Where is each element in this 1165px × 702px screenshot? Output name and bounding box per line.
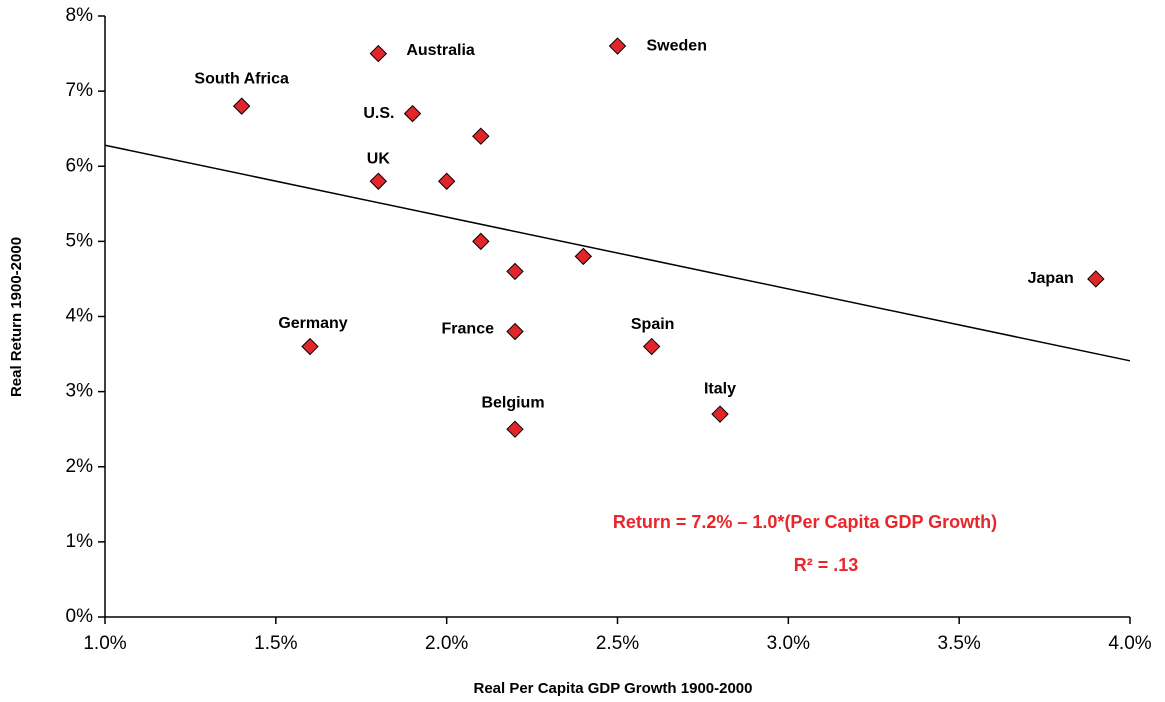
point-label: South Africa (194, 70, 289, 87)
y-tick-label: 2% (66, 456, 94, 477)
annotation: Return = 7.2% – 1.0*(Per Capita GDP Grow… (613, 512, 997, 532)
point (301, 337, 319, 356)
point (369, 172, 388, 190)
x-tick-label: 1.0% (83, 633, 126, 654)
point-label: Germany (278, 315, 347, 332)
point (574, 247, 593, 266)
y-tick-label: 7% (66, 80, 94, 101)
point (642, 337, 661, 356)
point (403, 104, 422, 123)
point-label: Italy (704, 380, 736, 397)
y-tick-label: 1% (66, 531, 94, 552)
point-label: Spain (631, 316, 675, 333)
point-label: Australia (406, 42, 475, 59)
point (711, 405, 729, 423)
point (1087, 270, 1105, 288)
point (472, 127, 490, 145)
x-tick-label: 1.5% (254, 633, 297, 654)
annotation: R² = .13 (794, 555, 859, 575)
point-label: Sweden (647, 37, 707, 54)
y-tick-label: 6% (66, 155, 94, 176)
x-tick-label: 4.0% (1108, 633, 1151, 654)
point (506, 322, 524, 341)
x-tick-label: 3.5% (938, 633, 981, 654)
point-label: UK (367, 150, 391, 167)
point (506, 420, 524, 438)
y-tick-label: 5% (66, 230, 94, 251)
point-label: Japan (1028, 270, 1074, 287)
point-label: Belgium (481, 394, 544, 411)
point (437, 172, 456, 190)
y-tick-label: 4% (66, 306, 94, 327)
x-tick-label: 3.0% (767, 633, 810, 654)
point (232, 97, 251, 115)
trend-line (104, 144, 1131, 362)
y-tick-label: 3% (66, 381, 94, 402)
x-axis-title: Real Per Capita GDP Growth 1900-2000 (473, 680, 752, 697)
point (608, 37, 627, 55)
point (472, 232, 490, 251)
point-label: U.S. (363, 105, 394, 122)
x-tick-label: 2.5% (596, 633, 639, 654)
y-axis-title: Real Return 1900-2000 (8, 237, 25, 397)
x-tick-label: 2.0% (425, 633, 468, 654)
y-tick-label: 8% (66, 5, 94, 26)
y-tick-label: 0% (66, 606, 94, 627)
point-label: France (442, 321, 495, 338)
point (369, 44, 388, 63)
point (506, 262, 524, 281)
